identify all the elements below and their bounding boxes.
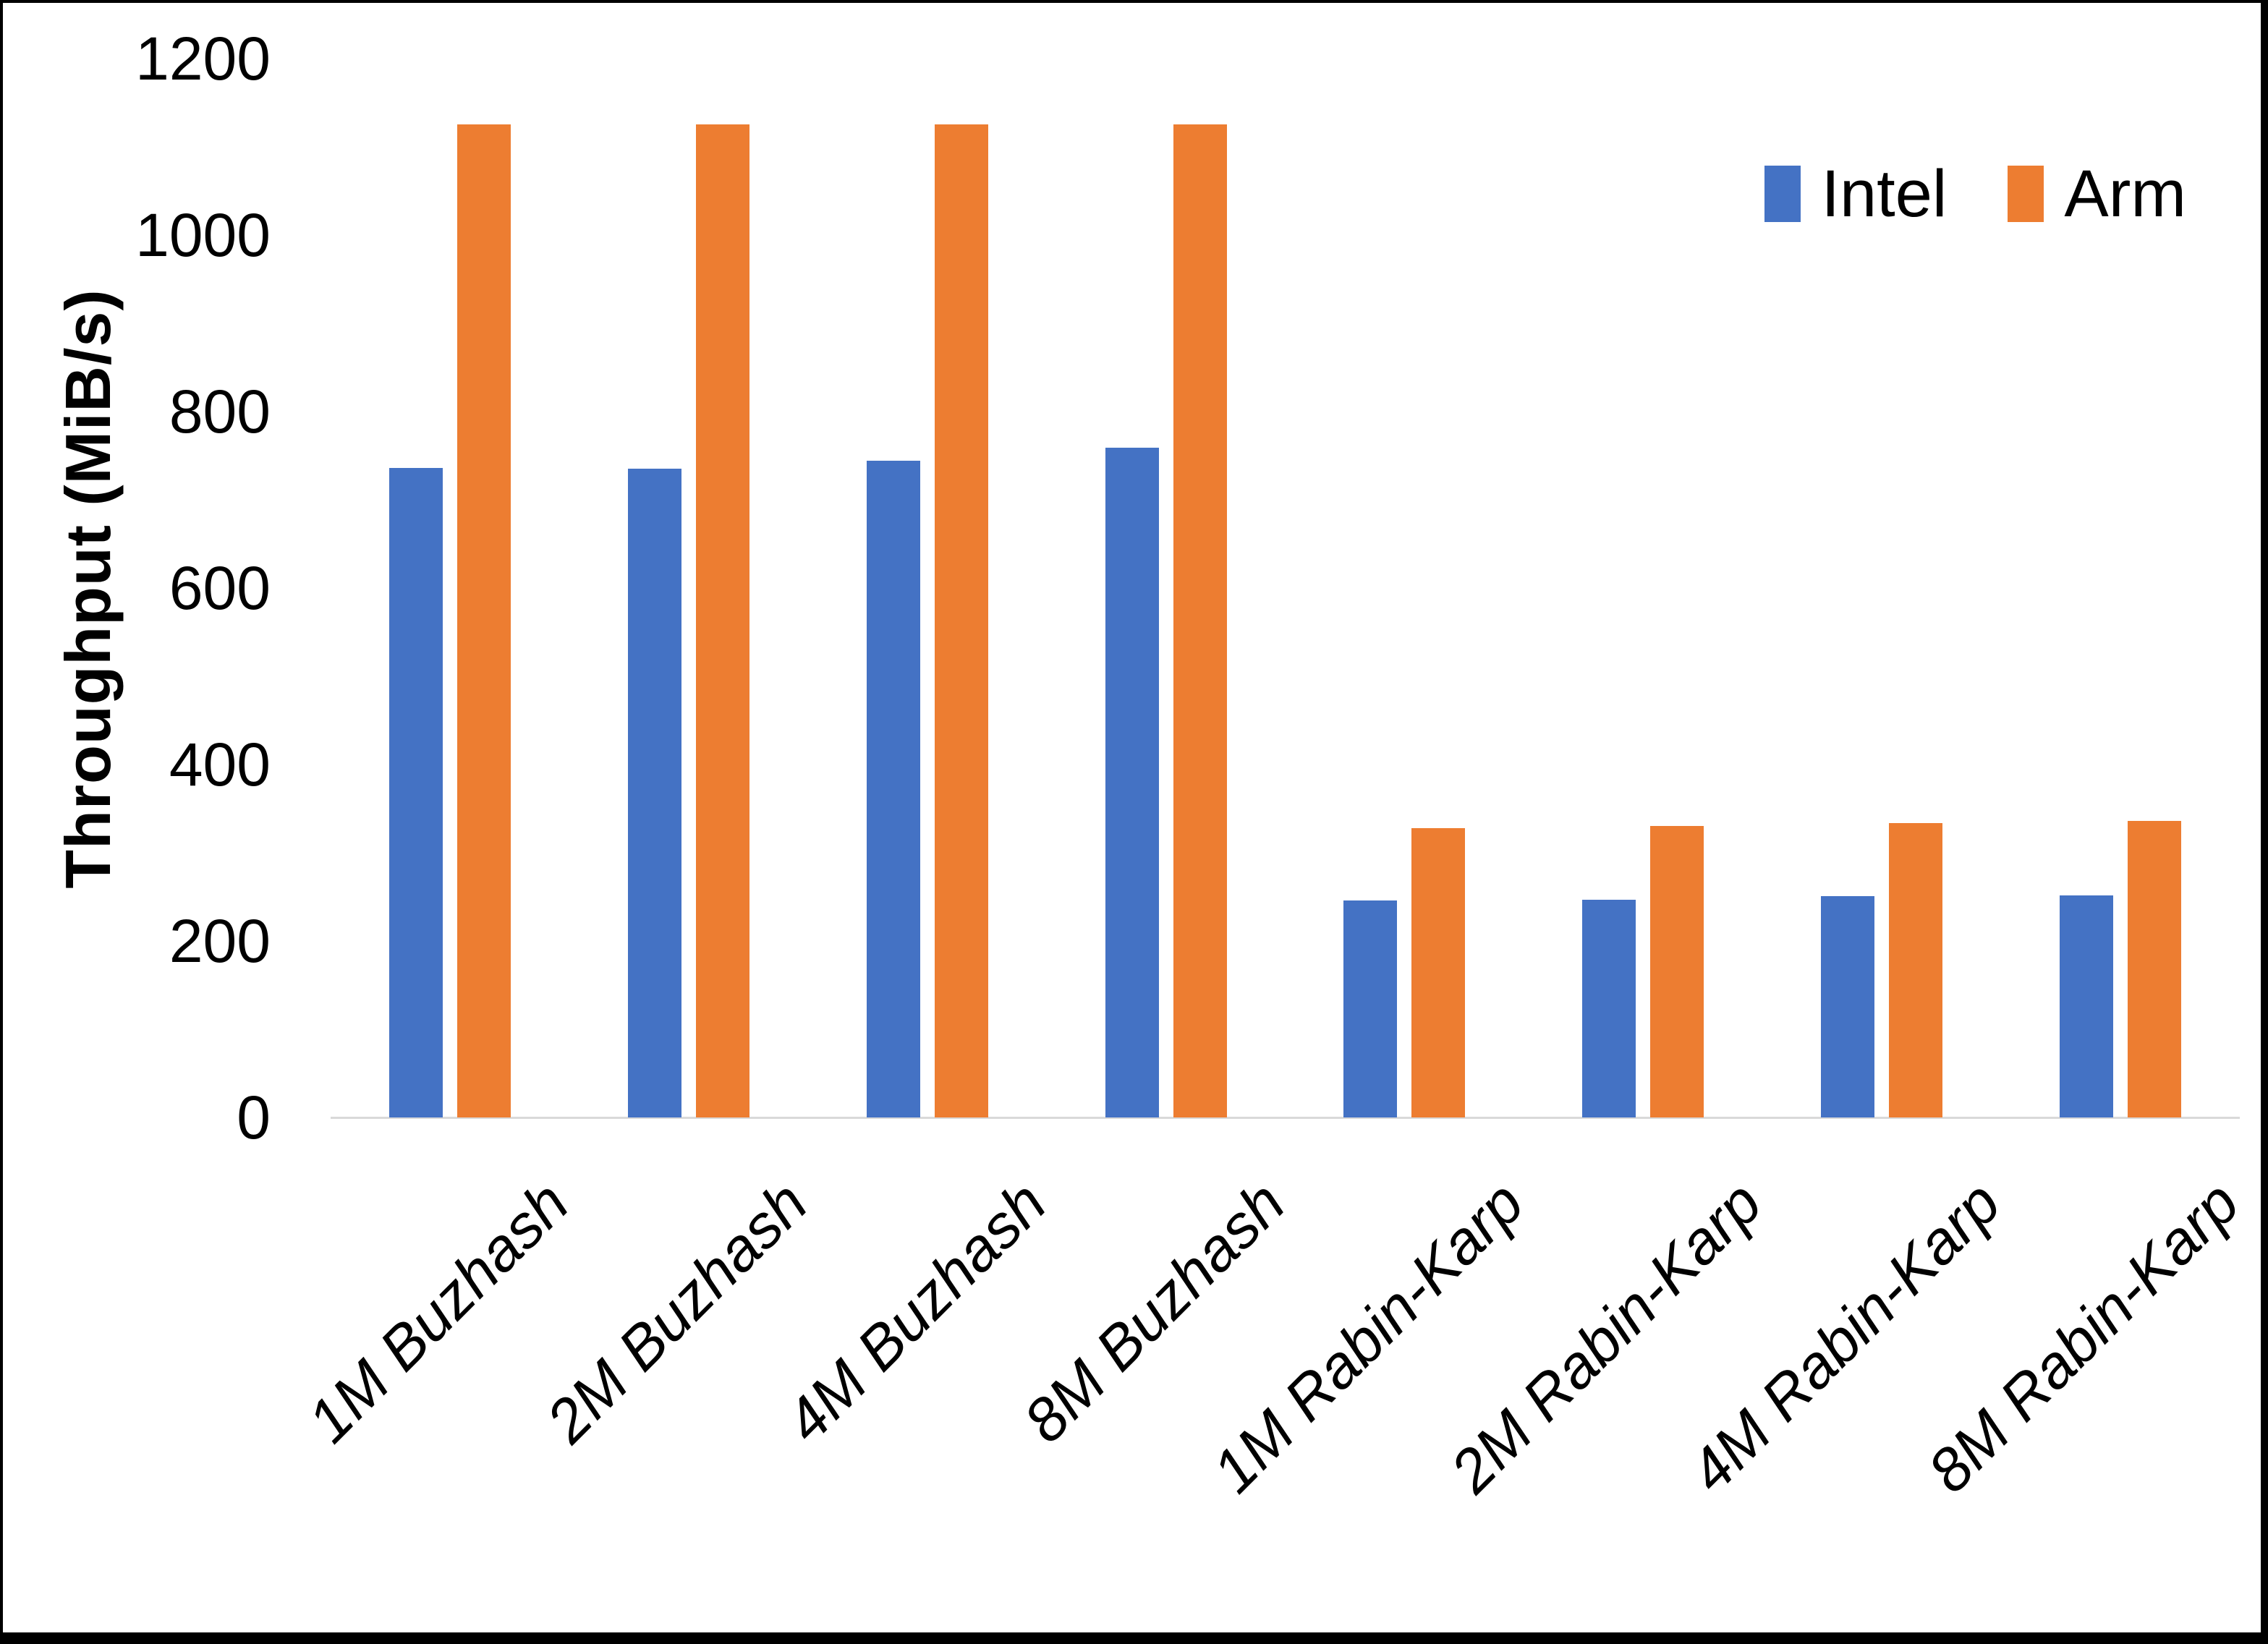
bar-arm-2m-buzhash (695, 124, 749, 1117)
y-tick-800: 800 (169, 378, 271, 446)
y-tick-600: 600 (169, 554, 271, 622)
plot-area (331, 59, 2240, 1119)
bar-intel-2m-buzhash (627, 469, 681, 1117)
bar-intel-2m-rabin-karp (1582, 900, 1636, 1117)
y-tick-1200: 1200 (135, 25, 271, 93)
bar-arm-1m-buzhash (456, 124, 511, 1117)
x-axis-line (331, 1117, 2240, 1119)
bar-arm-4m-rabin-karp (1889, 823, 1943, 1117)
legend-item-intel: Intel (1764, 159, 1947, 229)
y-axis: 0 200 400 600 800 1000 1200 (3, 3, 271, 1632)
bar-intel-1m-buzhash (388, 468, 443, 1117)
bar-intel-8m-buzhash (1105, 448, 1159, 1117)
legend-swatch-arm (2008, 166, 2044, 222)
y-tick-0: 0 (237, 1083, 271, 1151)
bar-arm-1m-rabin-karp (1411, 828, 1466, 1117)
chart-canvas: Throughput (MiB/s) 0 200 400 600 800 1000 1200… (3, 3, 2261, 1632)
bar-intel-4m-rabin-karp (1821, 896, 1875, 1117)
legend-swatch-intel (1764, 166, 1801, 222)
y-tick-400: 400 (169, 731, 271, 798)
legend-label-intel: Intel (1821, 157, 1948, 231)
bar-arm-8m-buzhash (1173, 124, 1227, 1117)
bar-arm-2m-rabin-karp (1650, 826, 1704, 1117)
legend-item-arm: Arm (2008, 159, 2186, 229)
bar-arm-8m-rabin-karp (2128, 821, 2182, 1117)
x-axis-labels: 1M Buzhash 2M Buzhash 4M Buzhash 8M Buzhash… (3, 3, 2261, 1632)
bar-arm-4m-buzhash (934, 124, 988, 1117)
legend-label-arm: Arm (2064, 157, 2186, 231)
y-tick-1000: 1000 (135, 201, 271, 269)
y-tick-200: 200 (169, 907, 271, 975)
bar-intel-4m-buzhash (866, 461, 920, 1117)
bar-intel-1m-rabin-karp (1343, 900, 1398, 1117)
legend: Intel Arm (1764, 159, 2186, 229)
bar-intel-8m-rabin-karp (2060, 895, 2114, 1117)
